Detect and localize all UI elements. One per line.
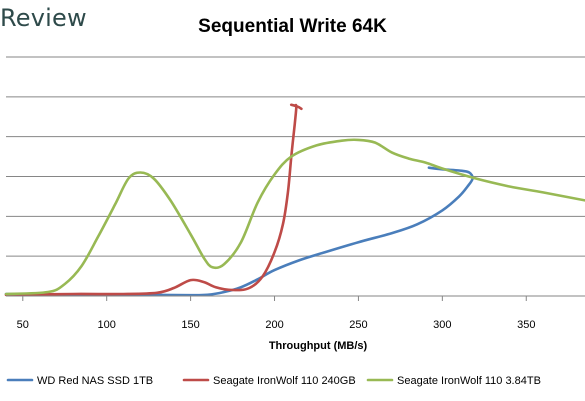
- series-lines: [4, 103, 585, 297]
- legend: WD Red NAS SSD 1TB Seagate IronWolf 110 2…: [6, 375, 541, 387]
- gridlines: [6, 56, 585, 257]
- legend-label: WD Red NAS SSD 1TB: [37, 375, 153, 387]
- legend-label: Seagate IronWolf 110 240GB: [213, 375, 356, 387]
- x-tick-label: 150: [181, 319, 199, 331]
- legend-label: Seagate IronWolf 110 3.84TB: [397, 375, 541, 387]
- x-tick-label: 300: [433, 319, 451, 331]
- series-line: [4, 103, 303, 297]
- series-line: [4, 138, 585, 296]
- x-tick-label: 250: [349, 319, 367, 331]
- x-axis-ticks: 50 100 150 200 250 300 350: [17, 296, 535, 331]
- x-tick-label: 350: [517, 319, 535, 331]
- x-tick-label: 100: [98, 319, 116, 331]
- chart-title: Sequential Write 64K: [198, 16, 387, 37]
- x-axis-label: Throughput (MB/s): [269, 340, 368, 352]
- review-brand-logo: Review: [0, 4, 87, 32]
- x-tick-label: 50: [17, 319, 29, 331]
- x-tick-label: 200: [265, 319, 283, 331]
- series-line: [4, 166, 474, 297]
